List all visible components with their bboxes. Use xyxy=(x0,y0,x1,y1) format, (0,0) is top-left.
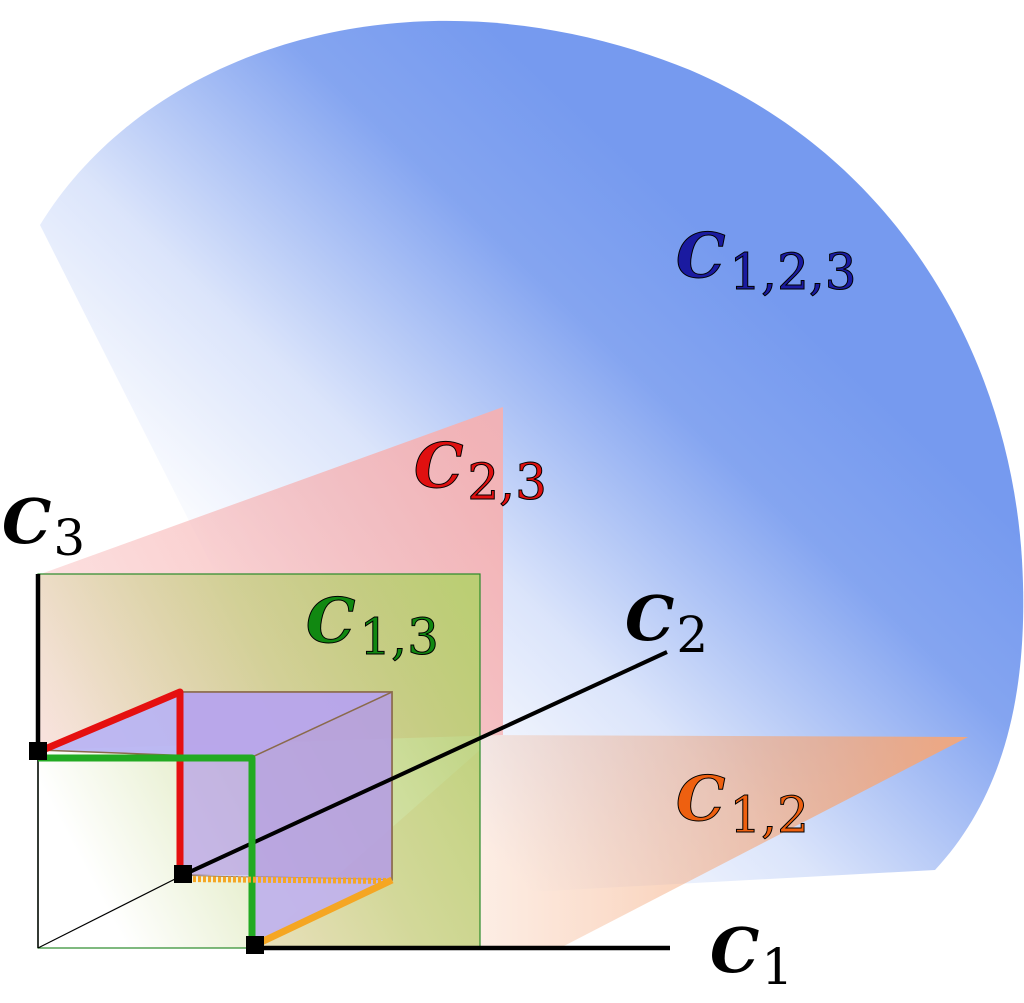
label-c3: C3 xyxy=(2,485,85,567)
node-c3 xyxy=(29,742,47,760)
label-c1: C1 xyxy=(710,914,793,996)
node-c2 xyxy=(174,865,192,883)
green-edge xyxy=(38,754,256,945)
label-c123: C1,2,3 xyxy=(676,219,857,301)
label-c12: C1,2 xyxy=(676,762,809,844)
label-c23: C2,3 xyxy=(414,429,547,511)
outline-diag xyxy=(37,874,184,949)
orange-edge xyxy=(253,876,394,949)
label-c2: C2 xyxy=(625,582,708,664)
red-edge xyxy=(36,688,184,875)
node-c1 xyxy=(246,936,264,954)
plane-c12 xyxy=(480,735,968,948)
label-c13: C1,3 xyxy=(306,584,439,666)
axis-c2 xyxy=(182,650,668,877)
